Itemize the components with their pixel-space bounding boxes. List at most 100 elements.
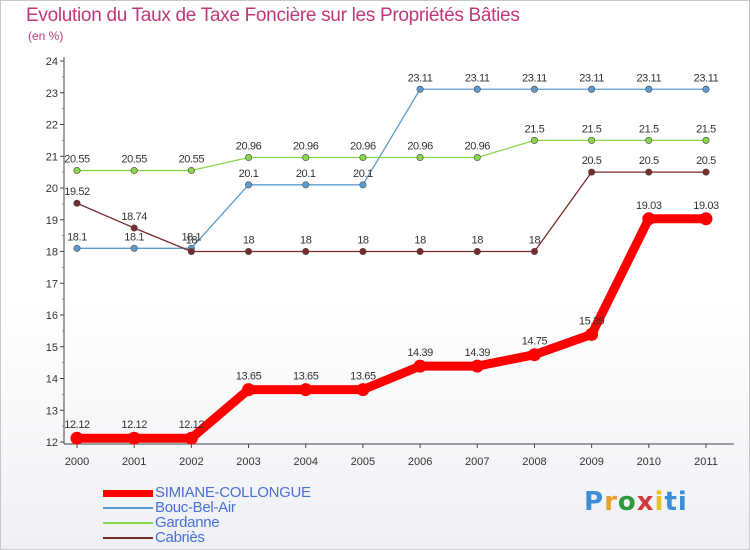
data-point xyxy=(645,136,653,144)
data-label: 18 xyxy=(529,235,541,247)
data-label: 20.1 xyxy=(239,168,259,180)
y-tick-label: 22 xyxy=(46,120,58,132)
series-line-SIMIANE-COLLONGUE xyxy=(72,214,711,443)
data-label: 23.11 xyxy=(579,72,604,84)
data-point xyxy=(359,154,367,162)
data-label: 21.5 xyxy=(639,123,659,135)
legend-swatch xyxy=(103,490,153,497)
data-point xyxy=(585,327,599,341)
data-point xyxy=(73,167,81,175)
y-tick-label: 13 xyxy=(46,405,58,417)
data-point xyxy=(245,181,253,189)
data-point xyxy=(187,248,195,256)
x-tick-label: 2003 xyxy=(236,456,260,468)
data-point xyxy=(130,224,138,232)
y-tick-label: 15 xyxy=(46,342,58,354)
data-label: 23.11 xyxy=(522,72,547,84)
data-label: 12.12 xyxy=(121,419,147,431)
data-label: 20.96 xyxy=(293,141,319,153)
data-label: 18 xyxy=(414,235,426,247)
data-label: 14.75 xyxy=(522,336,548,348)
data-point xyxy=(359,248,367,256)
data-label: 18 xyxy=(243,235,255,247)
series-line-Cabriès xyxy=(76,171,707,253)
data-point xyxy=(413,359,427,373)
y-tick-label: 14 xyxy=(46,374,58,386)
y-tick-label: 17 xyxy=(46,278,58,290)
y-tick-label: 16 xyxy=(46,310,58,322)
data-point xyxy=(127,431,141,445)
data-point xyxy=(302,181,310,189)
data-point xyxy=(588,136,596,144)
data-point xyxy=(702,85,710,93)
data-label: 12.12 xyxy=(64,419,90,431)
data-label: 20.1 xyxy=(353,168,373,180)
series-line-Bouc-Bel-Air xyxy=(76,88,707,249)
data-label: 12.12 xyxy=(179,419,205,431)
data-label: 20.96 xyxy=(407,141,433,153)
data-point xyxy=(470,359,484,373)
data-label: 19.52 xyxy=(64,186,90,198)
data-label: 20.5 xyxy=(696,155,716,167)
legend-label: SIMIANE-COLLONGUE xyxy=(155,484,311,501)
data-point xyxy=(473,248,481,256)
data-label: 19.03 xyxy=(693,200,719,212)
data-point xyxy=(416,248,424,256)
data-point xyxy=(473,154,481,162)
data-label: 18.1 xyxy=(124,231,144,243)
x-tick-label: 2004 xyxy=(293,456,317,468)
data-label: 23.11 xyxy=(694,72,719,84)
x-tick-label: 2008 xyxy=(522,456,546,468)
data-label: 23.11 xyxy=(465,72,490,84)
data-label: 21.5 xyxy=(582,123,602,135)
legend-swatch xyxy=(103,537,153,539)
data-point xyxy=(530,136,538,144)
x-tick-label: 2000 xyxy=(65,456,89,468)
data-point xyxy=(588,168,596,176)
data-label: 13.65 xyxy=(350,371,376,383)
y-tick-label: 21 xyxy=(46,151,58,163)
data-label: 20.96 xyxy=(465,141,491,153)
data-point xyxy=(299,383,313,397)
data-point xyxy=(130,244,138,252)
data-point xyxy=(699,212,713,226)
series-line-Gardanne xyxy=(76,139,707,172)
y-tick-label: 20 xyxy=(46,183,58,195)
x-tick-label: 2005 xyxy=(351,456,375,468)
data-label: 14.39 xyxy=(407,347,433,359)
y-tick-label: 12 xyxy=(46,437,58,449)
legend-label: Cabriès xyxy=(155,529,205,546)
data-point xyxy=(702,136,710,144)
data-label: 18 xyxy=(186,235,198,247)
data-point xyxy=(73,199,81,207)
data-label: 18 xyxy=(472,235,484,247)
data-point xyxy=(70,431,84,445)
data-label: 18.1 xyxy=(181,231,201,243)
data-point xyxy=(302,248,310,256)
x-tick-label: 2010 xyxy=(637,456,661,468)
chart-title: Evolution du Taux de Taxe Foncière sur l… xyxy=(26,5,520,26)
x-tick-label: 2009 xyxy=(579,456,603,468)
data-label: 20.55 xyxy=(121,154,147,166)
x-tick-label: 2001 xyxy=(122,456,146,468)
data-point xyxy=(702,168,710,176)
y-tick-label: 18 xyxy=(46,247,58,259)
data-point xyxy=(130,167,138,175)
data-point xyxy=(588,85,596,93)
x-tick-label: 2011 xyxy=(694,456,718,468)
data-label: 18 xyxy=(300,235,312,247)
data-point xyxy=(245,154,253,162)
data-label: 21.5 xyxy=(525,123,545,135)
data-label: 20.55 xyxy=(64,154,90,166)
data-label: 18.1 xyxy=(67,231,87,243)
data-label: 20.96 xyxy=(236,141,262,153)
data-point xyxy=(642,212,656,226)
data-point xyxy=(416,154,424,162)
data-point xyxy=(245,248,253,256)
data-label: 14.39 xyxy=(465,347,491,359)
data-point xyxy=(242,383,256,397)
data-point xyxy=(359,181,367,189)
data-point xyxy=(645,85,653,93)
legend-label: Gardanne xyxy=(155,514,220,531)
data-label: 13.65 xyxy=(293,371,319,383)
